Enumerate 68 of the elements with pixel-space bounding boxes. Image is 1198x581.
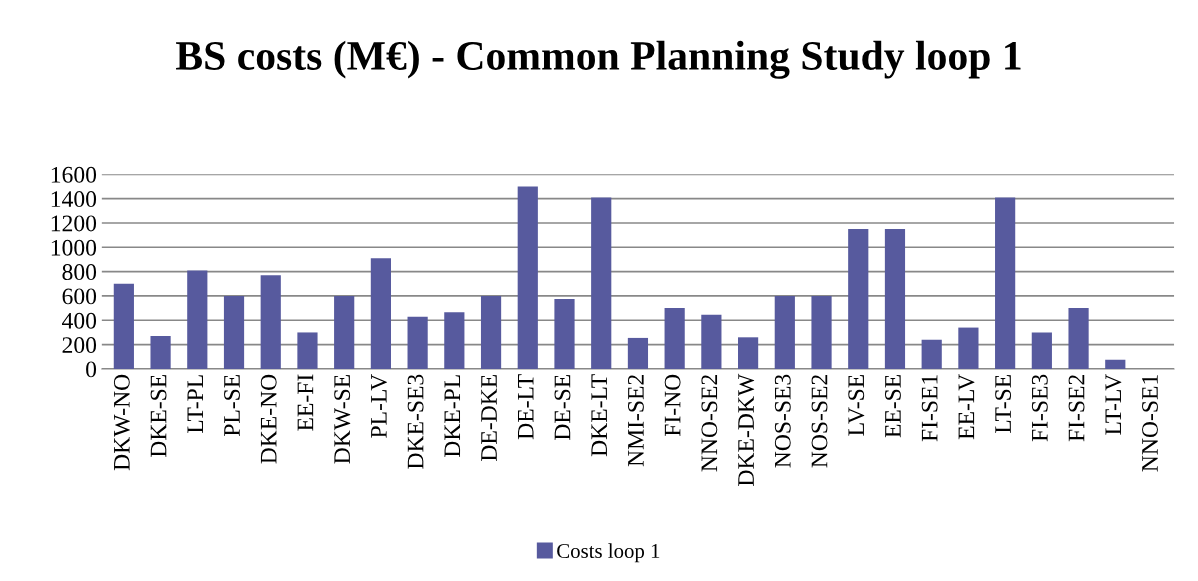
y-tick-label: 1200 bbox=[51, 215, 97, 232]
x-tick-label: LT-SE bbox=[995, 374, 1012, 434]
bar bbox=[738, 337, 759, 369]
x-tick-label: DKE-NO bbox=[260, 374, 277, 464]
x-tick-label: DKE-LT bbox=[591, 374, 607, 457]
x-tick-label: FI-SE3 bbox=[1031, 374, 1048, 442]
bar bbox=[591, 197, 612, 369]
x-tick-label: NNO-SE1 bbox=[1142, 375, 1158, 472]
x-tick-label: NOS-SE2 bbox=[811, 375, 828, 468]
x-tick-label: NNO-SE2 bbox=[701, 375, 718, 472]
bar bbox=[848, 229, 869, 369]
bar bbox=[627, 337, 649, 369]
y-tick-label: 800 bbox=[62, 264, 97, 281]
bar bbox=[1105, 359, 1126, 369]
bar bbox=[297, 332, 318, 369]
bar bbox=[260, 275, 281, 369]
bar bbox=[995, 197, 1016, 369]
y-tick-label: 1400 bbox=[51, 191, 97, 208]
x-tick-label: EE-FI bbox=[297, 374, 314, 431]
x-tick-label: EE-LV bbox=[958, 374, 975, 440]
bar bbox=[921, 339, 942, 369]
bar bbox=[407, 316, 428, 369]
bar bbox=[958, 327, 979, 369]
x-tick-label: FI-SE1 bbox=[921, 375, 938, 442]
bar bbox=[480, 295, 502, 369]
bar bbox=[774, 295, 795, 369]
bar bbox=[1068, 308, 1089, 369]
x-tick-label: LT-PL bbox=[187, 375, 203, 434]
x-tick-label: EE-SE bbox=[885, 374, 901, 438]
y-tick-label: 400 bbox=[62, 312, 97, 329]
y-tick-label: 600 bbox=[62, 288, 97, 305]
x-tick-label: DE-LT bbox=[517, 374, 534, 440]
bar bbox=[223, 295, 245, 369]
y-tick-label: 200 bbox=[62, 337, 97, 354]
bar bbox=[187, 270, 208, 369]
x-tick-label: DKW-SE bbox=[334, 374, 351, 464]
x-tick-label: PL-SE bbox=[224, 374, 240, 437]
bar bbox=[517, 186, 538, 369]
x-tick-label: NMI-SE2 bbox=[627, 375, 644, 467]
x-tick-label: LV-SE bbox=[848, 374, 865, 436]
bar bbox=[811, 295, 832, 369]
x-tick-label: DKE-PL bbox=[444, 375, 461, 458]
y-tick-label: 1600 bbox=[51, 166, 97, 183]
bar bbox=[370, 258, 391, 369]
x-tick-label: DE-SE bbox=[554, 374, 571, 440]
y-tick-label: 1000 bbox=[51, 239, 97, 256]
x-tick-label: DKW-NO bbox=[113, 374, 130, 471]
y-tick-label: 0 bbox=[86, 361, 97, 378]
bar bbox=[334, 295, 355, 369]
bar bbox=[1031, 332, 1052, 369]
bar bbox=[444, 312, 465, 369]
bar bbox=[701, 314, 722, 369]
bar bbox=[884, 229, 906, 369]
chart-title: BS costs (M€) - Common Planning Study loop 1 bbox=[176, 40, 1021, 79]
x-tick-label: PL-LV bbox=[371, 374, 387, 438]
x-tick-label: FI-NO bbox=[664, 374, 681, 437]
bar bbox=[113, 283, 134, 369]
x-tick-label: DE-DKE bbox=[481, 374, 497, 461]
bar bbox=[664, 308, 685, 369]
bar bbox=[150, 336, 171, 369]
bar bbox=[554, 298, 575, 369]
x-tick-label: DKE-SE bbox=[150, 374, 167, 458]
x-tick-label: LT-LV bbox=[1105, 374, 1122, 435]
x-tick-label: DKE-SE3 bbox=[407, 374, 424, 469]
legend-label: Costs loop 1 bbox=[557, 543, 660, 563]
x-tick-label: FI-SE2 bbox=[1068, 375, 1085, 442]
x-tick-label: NOS-SE3 bbox=[774, 374, 791, 468]
x-tick-label: DKE-DKW bbox=[738, 373, 755, 486]
